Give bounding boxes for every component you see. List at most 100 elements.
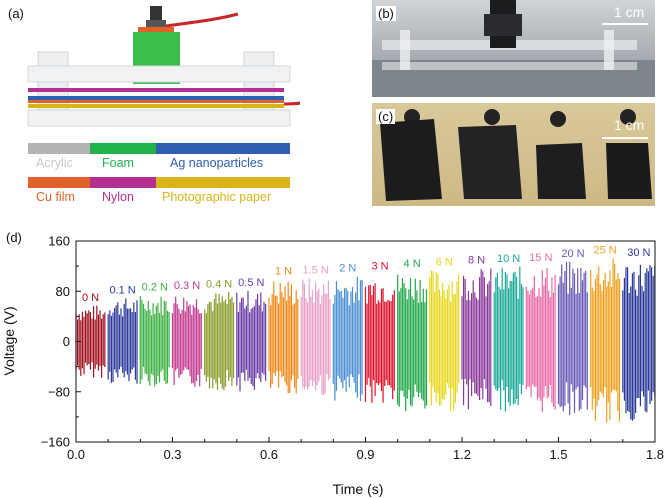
chart-series-labels: 0 N 0.1 N 0.2 N 0.3 N 0.4 N 0.5 N 1 N 1.5 N 2 N 3…: [82, 244, 651, 304]
voltage-chart: 0 N 0.1 N 0.2 N 0.3 N 0.4 N 0.5 N 1 N 1.5 N 2 N 3…: [1, 234, 664, 498]
series-label: 2 N: [339, 263, 356, 275]
series-label: 3 N: [371, 261, 388, 273]
legend-label-acrylic: Acrylic: [36, 156, 73, 170]
bottom-wire: [283, 101, 300, 106]
legend-swatch-nylon: [90, 177, 156, 188]
y-tick-label: 0: [63, 334, 70, 349]
series-signal: [557, 261, 588, 416]
top-wire: [165, 12, 239, 28]
series-burst: [204, 291, 235, 391]
y-tick-label: 160: [48, 234, 70, 249]
series-signal: [493, 266, 524, 412]
series-signal: [268, 281, 299, 394]
acrylic-top-bar: [27, 65, 291, 83]
series-signal: [204, 291, 235, 391]
legend-label-paper: Photographic paper: [162, 190, 272, 204]
x-tick-label: 0.9: [356, 447, 374, 462]
series-label: 15 N: [529, 252, 552, 264]
x-tick-label: 0.3: [163, 447, 181, 462]
legend-swatch-acrylic: [28, 143, 90, 154]
series-label: 25 N: [593, 244, 616, 256]
layer-cu: [28, 100, 284, 103]
y-tick-label: 80: [56, 284, 70, 299]
x-tick-label: 1.5: [549, 447, 567, 462]
foam-top: [138, 27, 174, 33]
series-burst: [171, 296, 202, 388]
x-tick-label: 0.0: [67, 447, 85, 462]
legend-swatch-foam: [90, 143, 156, 154]
y-tick-label: −80: [48, 384, 70, 399]
x-axis-label: Time (s): [333, 481, 384, 497]
x-tick-label: 1.8: [646, 447, 664, 462]
series-signal: [139, 295, 170, 387]
chart-ticks: 0.0 0.3 0.6 0.9 1.2 1.5 1.8 160 80 0 −80 −160: [41, 234, 664, 463]
series-label: 0 N: [82, 292, 99, 304]
series-burst: [622, 264, 656, 421]
series-burst: [139, 295, 170, 387]
series-burst: [461, 268, 492, 410]
series-label: 1.5 N: [302, 264, 328, 276]
scale-label-c: 1 cm: [614, 117, 645, 133]
panel-label-a: (a): [8, 6, 24, 21]
folded-devices-photo: (c) 1 cm: [372, 103, 655, 206]
device-photo-drawing: [372, 0, 655, 97]
series-burst: [268, 281, 299, 394]
series-label: 10 N: [497, 253, 520, 265]
series-label: 0.2 N: [142, 281, 168, 293]
legend-swatch-ag: [156, 143, 290, 154]
series-burst: [107, 298, 138, 384]
series-signal: [622, 264, 656, 421]
legend-label-cu: Cu film: [36, 190, 75, 204]
series-signal: [332, 276, 363, 401]
panel-label-b: (b): [376, 6, 396, 21]
series-signal: [364, 283, 395, 403]
legend-label-ag: Ag nanoparticles: [170, 156, 264, 170]
series-label: 30 N: [627, 247, 650, 259]
series-signal: [590, 258, 621, 423]
scale-bar-c: [602, 137, 648, 139]
series-label: 20 N: [561, 248, 584, 260]
legend-label-nylon: Nylon: [102, 190, 134, 204]
series-burst: [332, 276, 363, 401]
series-burst: [300, 278, 331, 395]
series-burst: [525, 268, 556, 413]
series-label: 1 N: [275, 266, 292, 278]
series-signal: [236, 290, 267, 392]
series-signal: [461, 268, 492, 410]
series-signal: [525, 268, 556, 413]
layer-paper: [28, 104, 284, 108]
series-burst: [364, 283, 395, 403]
series-signal: [171, 296, 202, 388]
x-tick-label: 0.6: [260, 447, 278, 462]
series-signal: [107, 298, 138, 384]
legend-swatch-paper: [156, 177, 290, 188]
series-label: 8 N: [468, 254, 485, 266]
series-label: 6 N: [436, 256, 453, 268]
series-signal: [300, 278, 331, 395]
chart-bursts: [75, 258, 656, 423]
knob-cap: [150, 6, 162, 22]
acrylic-bottom-bar: [27, 109, 291, 127]
y-axis-label: Voltage (V): [1, 306, 17, 375]
series-burst: [590, 258, 621, 423]
series-label: 4 N: [404, 258, 421, 270]
y-tick-label: −160: [41, 435, 70, 450]
series-burst: [236, 290, 267, 392]
x-tick-label: 1.2: [453, 447, 471, 462]
panel-label-d: (d): [6, 230, 22, 245]
legend-swatch-cu: [28, 177, 90, 188]
series-label: 0.3 N: [174, 280, 200, 292]
series-signal: [429, 270, 460, 412]
series-label: 0.5 N: [238, 277, 264, 289]
series-burst: [493, 266, 524, 412]
layer-nylon: [28, 88, 284, 92]
device-schematic: [27, 6, 300, 188]
series-burst: [557, 261, 588, 416]
series-label: 0.1 N: [109, 285, 135, 297]
device-photo: (b) 1 cm: [372, 0, 655, 97]
folded-devices-drawing: [380, 109, 652, 201]
layer-ag: [28, 96, 284, 100]
series-signal: [397, 274, 428, 412]
knob-base: [146, 20, 166, 28]
series-label: 0.4 N: [206, 278, 232, 290]
